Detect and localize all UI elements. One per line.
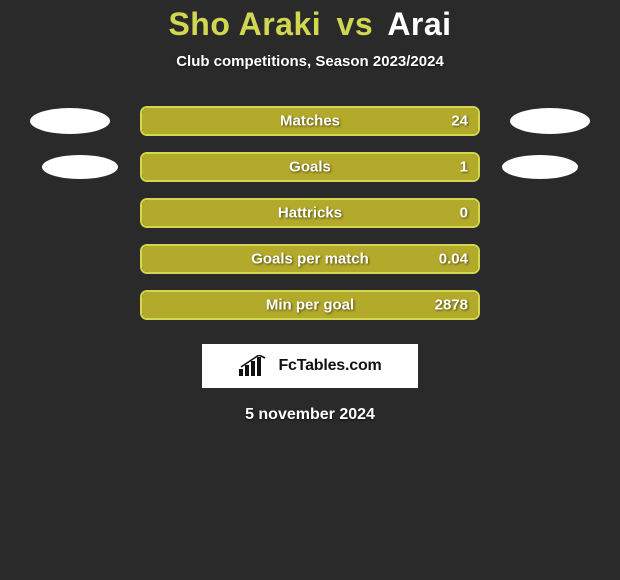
date-label: 5 november 2024 — [0, 406, 620, 424]
stat-bar: Goals per match0.04 — [140, 244, 480, 274]
vs-separator: vs — [337, 6, 374, 42]
player2-name: Arai — [387, 6, 451, 42]
stat-row: Goals1 — [10, 144, 610, 190]
stat-row: Matches24 — [10, 98, 610, 144]
stat-bar: Matches24 — [140, 106, 480, 136]
stat-label: Min per goal — [142, 297, 478, 314]
stat-row: Goals per match0.04 — [10, 236, 610, 282]
stat-label: Matches — [142, 113, 478, 130]
stat-row: Hattricks0 — [10, 190, 610, 236]
stat-value: 2878 — [435, 297, 468, 314]
stat-bar: Hattricks0 — [140, 198, 480, 228]
stat-bar: Min per goal2878 — [140, 290, 480, 320]
stat-label: Goals per match — [142, 251, 478, 268]
stat-value: 0.04 — [439, 251, 468, 268]
stat-value: 24 — [451, 113, 468, 130]
player2-marker — [502, 155, 578, 179]
stat-label: Hattricks — [142, 205, 478, 222]
stat-value: 0 — [460, 205, 468, 222]
brand-text: FcTables.com — [278, 357, 381, 375]
chart-icon — [238, 355, 272, 377]
stat-label: Goals — [142, 159, 478, 176]
page-title: Sho Araki vs Arai — [0, 0, 620, 43]
player1-marker — [42, 155, 118, 179]
stat-bar: Goals1 — [140, 152, 480, 182]
player2-marker — [510, 108, 590, 134]
stat-value: 1 — [460, 159, 468, 176]
brand-badge: FcTables.com — [202, 344, 418, 388]
stat-row: Min per goal2878 — [10, 282, 610, 328]
comparison-chart: Matches24 Goals1 Hattricks0 Goals per match… — [0, 98, 620, 328]
subtitle: Club competitions, Season 2023/2024 — [0, 53, 620, 70]
player1-marker — [30, 108, 110, 134]
player1-name: Sho Araki — [168, 6, 321, 42]
